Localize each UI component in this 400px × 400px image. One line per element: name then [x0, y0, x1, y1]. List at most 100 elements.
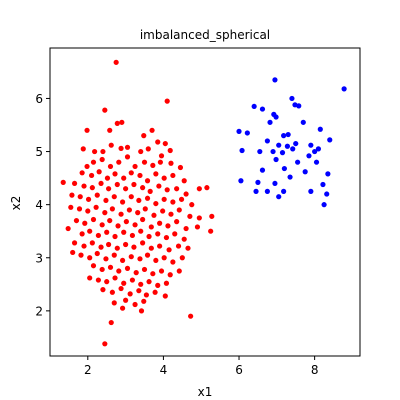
data-point-red [114, 120, 120, 127]
data-point-red [121, 175, 127, 181]
data-point-red [100, 287, 106, 293]
data-point-red [100, 148, 106, 155]
data-point-red [84, 127, 90, 133]
data-point-red [155, 139, 161, 145]
data-point-red [102, 210, 108, 216]
data-point-blue [341, 86, 347, 92]
data-point-red [138, 308, 145, 314]
data-point-red [133, 270, 139, 276]
data-point-red [136, 288, 142, 294]
data-point-red [153, 257, 159, 264]
data-point-red [121, 280, 127, 286]
data-point-red [147, 188, 153, 194]
data-point-blue [285, 131, 291, 138]
data-point-red [108, 319, 114, 326]
data-point-red [158, 268, 165, 274]
data-point-red [137, 256, 143, 262]
data-point-red [98, 180, 104, 187]
data-point-red [146, 279, 152, 285]
data-point-red [81, 183, 87, 189]
data-point-red [155, 282, 161, 288]
data-point-blue [272, 180, 278, 187]
data-point-red [179, 255, 185, 261]
data-point-red [90, 216, 97, 223]
data-point-red [108, 142, 114, 148]
y-axis: 2 3 4 5 6 [35, 92, 50, 318]
x-tick-label: 2 [84, 363, 92, 377]
data-point-red [177, 164, 184, 171]
data-point-red [150, 162, 156, 168]
data-point-red [168, 211, 174, 217]
data-point-blue [327, 137, 333, 143]
data-point-red [138, 281, 144, 287]
data-point-red [150, 271, 156, 277]
data-point-red [68, 204, 74, 210]
data-point-red [164, 98, 170, 104]
data-point-red [114, 181, 120, 188]
data-point-blue [272, 77, 278, 83]
data-point-red [128, 254, 134, 260]
data-point-red [99, 222, 105, 228]
data-point-red [157, 243, 163, 249]
data-point-red [142, 206, 148, 212]
data-point-red [109, 206, 115, 212]
data-point-red [185, 245, 191, 251]
data-point-red [106, 186, 112, 192]
data-point-blue [287, 174, 293, 180]
data-point-red [70, 249, 76, 256]
data-point-red [143, 292, 149, 298]
data-point-blue [251, 103, 257, 110]
data-point-blue [313, 159, 320, 165]
data-point-red [165, 223, 171, 229]
data-point-blue [270, 148, 276, 155]
data-point-red [109, 289, 115, 295]
data-point-red [98, 244, 104, 250]
data-point-red [107, 127, 113, 133]
y-tick-label: 4 [35, 198, 43, 212]
data-point-red [107, 217, 113, 224]
data-point-red [123, 297, 129, 303]
data-point-red [160, 208, 166, 214]
data-point-red [73, 217, 80, 224]
data-point-red [104, 229, 110, 235]
data-point-red [113, 59, 119, 65]
data-point-red [176, 207, 182, 213]
data-point-blue [281, 165, 287, 172]
data-point-red [151, 212, 157, 218]
data-point-red [95, 232, 101, 239]
data-point-red [124, 154, 131, 160]
data-point-red [126, 207, 132, 213]
data-point-blue [279, 150, 286, 156]
data-point-red [71, 240, 78, 246]
data-point-red [99, 156, 105, 163]
data-point-red [140, 216, 146, 223]
data-point-red [187, 213, 193, 219]
data-point-red [111, 194, 117, 200]
data-point-blue [308, 142, 314, 148]
data-point-red [119, 305, 126, 311]
data-point-red [118, 285, 124, 292]
data-point-red [138, 148, 144, 155]
data-point-red [102, 341, 108, 347]
data-point-red [189, 202, 195, 208]
data-point-red [168, 160, 174, 166]
data-point-red [174, 186, 180, 192]
data-point-red [188, 313, 194, 319]
data-point-red [144, 178, 151, 184]
data-point-red [137, 172, 143, 179]
data-point-red [118, 211, 124, 217]
data-point-red [69, 192, 75, 198]
data-point-red [84, 163, 90, 170]
data-point-red [77, 194, 83, 200]
data-point-blue [244, 130, 250, 136]
data-point-red [60, 179, 66, 185]
data-point-red [107, 264, 114, 270]
data-point-red [90, 159, 97, 165]
data-point-red [128, 170, 134, 176]
data-point-red [163, 280, 170, 286]
data-point-red [135, 210, 141, 216]
y-axis-label: x2 [9, 196, 23, 211]
data-point-red [104, 279, 110, 285]
data-point-red [85, 196, 92, 202]
